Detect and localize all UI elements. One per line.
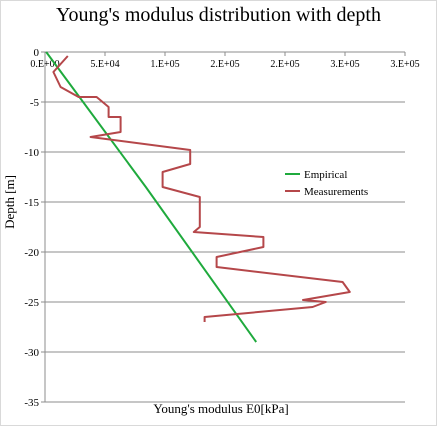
legend: Empirical Measurements (285, 169, 368, 198)
y-tick-label: -20 (24, 247, 39, 259)
x-tick-label: 0.E+00 (30, 59, 59, 70)
x-axis-title: Young's modulus E0[kPa] (153, 401, 288, 416)
y-axis-title: Depth [m] (2, 175, 17, 229)
y-tick-label: -5 (30, 97, 40, 109)
y-tick-label: -25 (24, 297, 39, 309)
y-tick-label: -35 (24, 397, 39, 409)
y-tick-label: -15 (24, 197, 39, 209)
y-tick-label: -10 (24, 147, 39, 159)
x-tick-label: 2.E+05 (210, 59, 239, 70)
y-tick-label: 0 (34, 47, 40, 59)
series-layer (45, 51, 351, 343)
x-tick-label: 1.E+05 (150, 59, 179, 70)
x-tick-label: 3.E+05 (390, 59, 419, 70)
x-tick-label: 2.E+05 (270, 59, 299, 70)
grid-layer (45, 101, 405, 403)
legend-label-empirical: Empirical (304, 169, 347, 181)
axis-layer: 0 -5 -10 -15 -20 -25 -30 -35 0.E+00 5.E+04 1.E+05 2… (24, 47, 419, 409)
chart-title: Young's modulus distribution with depth (56, 4, 381, 26)
x-tick-label: 5.E+04 (90, 59, 119, 70)
series-line-measurements (52, 55, 351, 322)
legend-label-measurements: Measurements (304, 186, 368, 198)
x-tick-label: 3.E+05 (330, 59, 359, 70)
y-tick-label: -30 (24, 347, 39, 359)
